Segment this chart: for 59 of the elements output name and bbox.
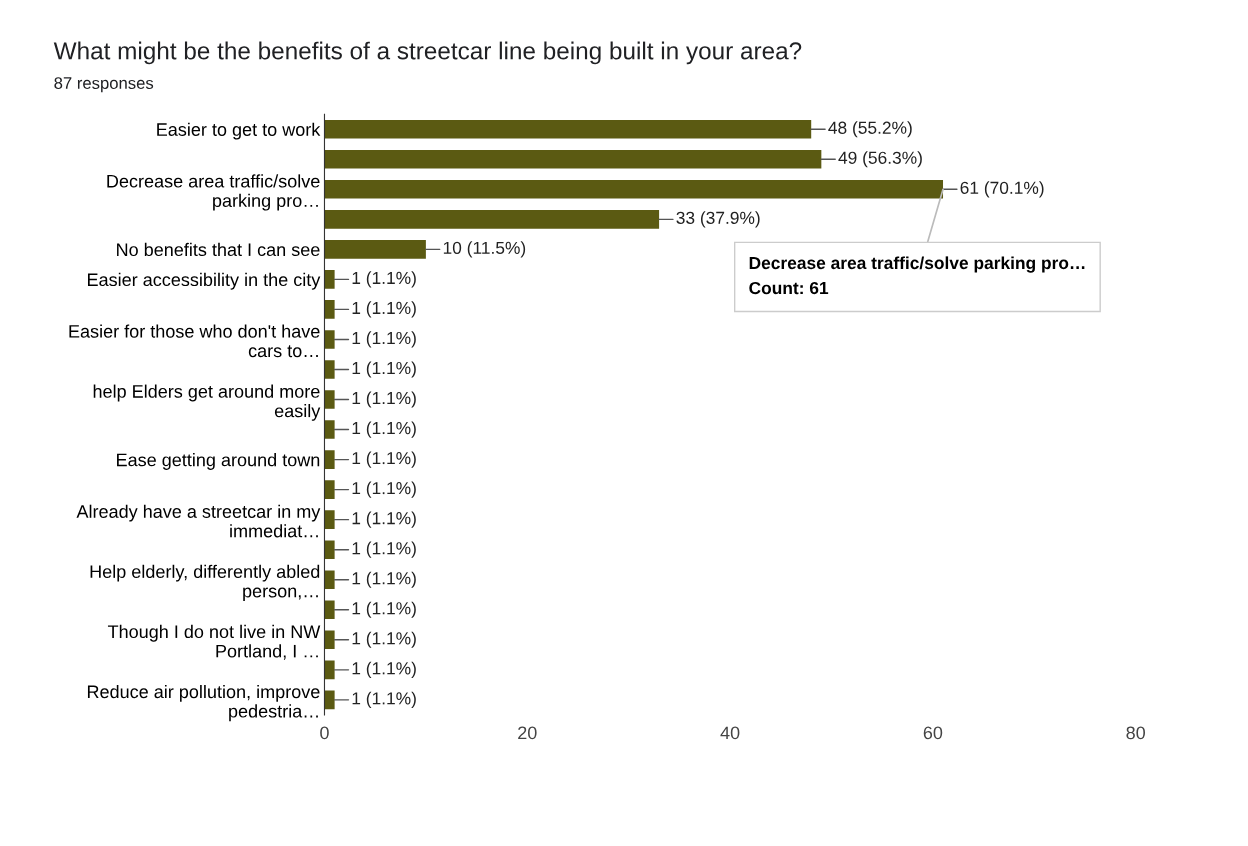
data-label: 1 (1.1%) xyxy=(352,571,416,588)
data-label: 1 (1.1%) xyxy=(352,511,416,528)
chart-title: What might be the benefits of a streetcar line being built in your area? xyxy=(53,41,802,65)
y-tick-label: Reduce air pollution, improve pedestria… xyxy=(87,684,320,722)
bar xyxy=(324,300,335,319)
data-label: 1 (1.1%) xyxy=(352,631,416,648)
bar xyxy=(324,540,335,559)
y-tick-label: Ease getting around town xyxy=(117,453,320,470)
y-tick-label: Already have a streetcar in my immediat… xyxy=(76,504,321,538)
data-label: 1 (1.1%) xyxy=(352,481,416,498)
data-label: 48 (55.2%) xyxy=(828,121,912,138)
bar xyxy=(324,420,335,439)
data-label: 1 (1.1%) xyxy=(352,421,416,438)
y-tick-label: No benefits that I can see xyxy=(117,242,320,257)
bar xyxy=(324,210,660,229)
y-tick-label: Decrease area traffic/solve parking pro… xyxy=(107,174,320,211)
bar xyxy=(324,179,944,199)
bar xyxy=(324,240,426,259)
y-tick-label: Though I do not live in NW Portland, I … xyxy=(107,624,321,660)
bar xyxy=(324,630,335,650)
bar xyxy=(324,600,335,620)
y-tick-label: help Elders get around more easily xyxy=(93,384,321,421)
bar xyxy=(324,480,335,499)
data-label: 1 (1.1%) xyxy=(352,331,416,348)
data-label: 1 (1.1%) xyxy=(352,301,416,318)
data-label: 10 (11.5%) xyxy=(443,241,526,258)
y-tick-label: Easier for those who don't have cars to… xyxy=(69,324,320,358)
data-label: 1 (1.1%) xyxy=(352,601,416,618)
annotation: Decrease area traffic/solve parking pro… Count: 61 xyxy=(749,256,1085,295)
data-label: 33 (37.9%) xyxy=(676,211,760,228)
data-label: 1 (1.1%) xyxy=(352,271,416,288)
bar xyxy=(324,149,822,169)
data-label: 61 (70.1%) xyxy=(960,181,1044,198)
bar xyxy=(324,390,335,409)
data-label: 49 (56.3%) xyxy=(838,151,922,168)
bar xyxy=(324,510,335,529)
bar xyxy=(324,330,335,349)
data-label: 1 (1.1%) xyxy=(352,541,416,558)
bar xyxy=(324,119,812,139)
data-label: 1 (1.1%) xyxy=(352,451,416,468)
bar xyxy=(324,660,335,680)
bar xyxy=(324,570,335,590)
bar xyxy=(324,360,335,379)
x-tick-label: 20 xyxy=(518,726,537,740)
x-tick-label: 60 xyxy=(923,726,943,740)
data-label: 1 (1.1%) xyxy=(352,661,416,678)
text: 87 responses xyxy=(54,77,154,93)
x-tick-label: 0 xyxy=(320,726,329,740)
bar xyxy=(324,270,335,289)
y-tick-label: Help elderly, differently abled person,… xyxy=(90,564,320,602)
y-tick-label: Easier to get to work xyxy=(157,122,321,140)
y-tick-label: Easier accessibility in the city xyxy=(88,272,321,290)
x-tick-label: 80 xyxy=(1126,726,1146,740)
x-tick-label: 40 xyxy=(720,726,740,740)
bar xyxy=(324,690,335,710)
data-label: 1 (1.1%) xyxy=(352,391,416,408)
bar xyxy=(324,450,335,469)
data-label: 1 (1.1%) xyxy=(352,361,416,378)
data-label: 1 (1.1%) xyxy=(352,691,416,708)
